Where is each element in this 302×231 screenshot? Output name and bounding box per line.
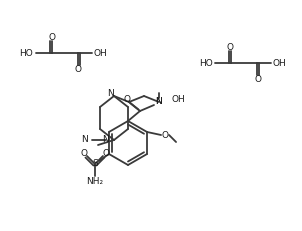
Text: N: N (107, 89, 113, 98)
Text: O: O (102, 149, 109, 158)
Text: O: O (162, 131, 169, 140)
Text: O: O (75, 64, 82, 73)
Text: O: O (255, 75, 262, 83)
Text: S: S (92, 159, 98, 168)
Text: OH: OH (272, 58, 286, 67)
Text: O: O (226, 43, 233, 52)
Text: O: O (49, 33, 56, 42)
Text: HO: HO (19, 49, 33, 58)
Text: HO: HO (199, 58, 213, 67)
Text: O: O (124, 94, 130, 103)
Text: OH: OH (172, 95, 186, 104)
Text: OH: OH (93, 49, 107, 58)
Text: N: N (102, 136, 109, 145)
Text: N: N (156, 97, 162, 106)
Text: N: N (156, 97, 162, 106)
Text: O: O (80, 149, 88, 158)
Text: N: N (81, 136, 87, 145)
Text: NH₂: NH₂ (86, 177, 104, 186)
